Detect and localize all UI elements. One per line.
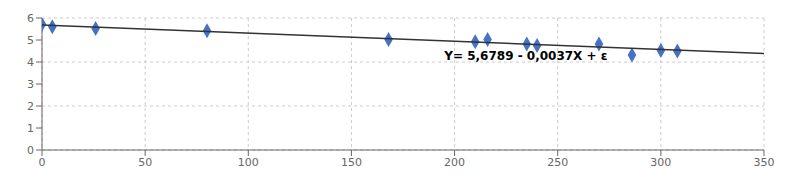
svg-text:300: 300 — [650, 156, 671, 169]
svg-text:4: 4 — [27, 56, 34, 69]
svg-text:3: 3 — [27, 78, 34, 91]
svg-text:2: 2 — [27, 100, 34, 113]
svg-text:0: 0 — [27, 144, 34, 157]
svg-text:Y= 5,6789 - 0,0037X + ε: Y= 5,6789 - 0,0037X + ε — [443, 49, 607, 63]
svg-text:1: 1 — [27, 122, 34, 135]
svg-text:100: 100 — [238, 156, 259, 169]
svg-text:200: 200 — [444, 156, 465, 169]
svg-text:6: 6 — [27, 12, 34, 25]
svg-text:50: 50 — [138, 156, 152, 169]
svg-text:150: 150 — [341, 156, 362, 169]
svg-text:0: 0 — [39, 156, 46, 169]
svg-text:5: 5 — [27, 34, 34, 47]
svg-text:350: 350 — [754, 156, 775, 169]
svg-text:250: 250 — [547, 156, 568, 169]
